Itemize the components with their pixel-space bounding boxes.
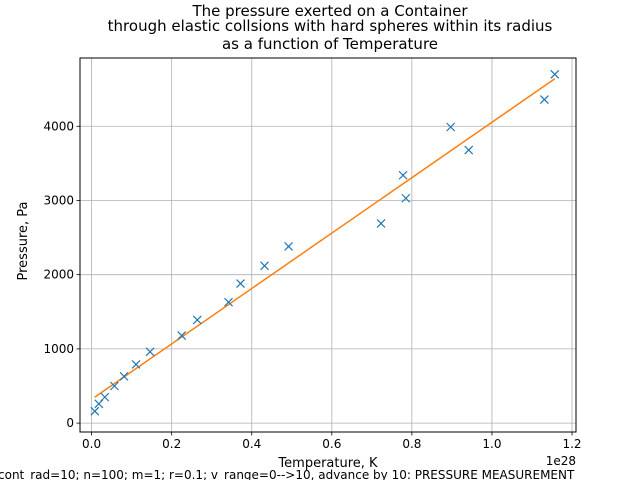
x-tick-label: 1.0 (482, 437, 501, 451)
x-tick-label: 0.2 (162, 437, 181, 451)
y-tick-label: 3000 (43, 193, 74, 207)
data-point (224, 297, 233, 307)
data-point (192, 315, 202, 325)
x-tick-label: 1.2 (562, 437, 581, 451)
x-tick-label: 0.0 (82, 437, 101, 451)
data-point-stroke (177, 331, 187, 340)
data-point (119, 371, 129, 381)
data-point-stroke (539, 95, 549, 104)
grid (80, 58, 576, 432)
fit-line (94, 78, 556, 398)
data-point-stroke (100, 392, 110, 402)
data-point (90, 406, 100, 416)
y-axis-label: Pressure, Pa (16, 202, 31, 281)
title-line-2: through elastic collsions with hard sphe… (108, 17, 553, 35)
data-point-stroke (224, 297, 233, 307)
data-point (145, 347, 155, 357)
data-point-stroke (398, 170, 408, 180)
data-point-stroke (119, 371, 129, 381)
x-tick-label: 0.8 (402, 437, 421, 451)
plot-frame (79, 57, 577, 433)
data-point (401, 193, 411, 203)
data-point-stroke (131, 360, 141, 369)
data-point (260, 261, 269, 271)
y-tick-label: 2000 (43, 268, 74, 282)
data-point-stroke (464, 145, 474, 155)
data-point-stroke (284, 242, 293, 251)
fit-line-series (94, 78, 556, 398)
data-point-stroke (90, 406, 100, 416)
title-line-3: as a function of Temperature (222, 35, 438, 53)
data-point (550, 69, 560, 79)
data-point-stroke (192, 315, 202, 325)
data-point (284, 242, 293, 251)
data-point (110, 381, 119, 391)
x-axis-offset-label: 1e28 (546, 454, 576, 468)
chart-title: The pressure exerted on a Container thro… (108, 2, 553, 53)
data-point (446, 122, 456, 132)
y-axis-ticks: 0 1000 2000 3000 4000 (43, 119, 80, 430)
data-point-stroke (446, 122, 456, 132)
data-point (177, 331, 187, 340)
data-point-stroke (550, 69, 560, 79)
data-point-stroke (110, 381, 119, 391)
x-tick-label: 0.4 (242, 437, 261, 451)
data-point-stroke (260, 261, 269, 271)
data-point (236, 279, 245, 289)
data-point (100, 392, 110, 402)
y-tick-label: 4000 (43, 119, 74, 133)
data-point (131, 360, 141, 369)
y-tick-label: 1000 (43, 342, 74, 356)
x-tick-label: 0.6 (322, 437, 341, 451)
data-point (376, 219, 386, 228)
data-point-stroke (401, 193, 411, 203)
data-point-stroke (376, 219, 386, 228)
x-axis-ticks: 0.0 0.2 0.4 0.6 0.8 1.0 1.2 (82, 432, 582, 451)
y-tick-label: 0 (66, 416, 74, 430)
data-point-stroke (145, 347, 155, 357)
data-point (539, 95, 549, 104)
title-line-1: The pressure exerted on a Container (191, 2, 468, 20)
data-point (398, 170, 408, 180)
data-point-stroke (236, 279, 245, 289)
data-point (464, 145, 474, 155)
x-axis-label: Temperature, K (277, 456, 378, 471)
footer-text: cont_rad=10; n=100; m=1; r=0.1; v_range=… (0, 468, 575, 480)
data-points-series (90, 69, 560, 416)
